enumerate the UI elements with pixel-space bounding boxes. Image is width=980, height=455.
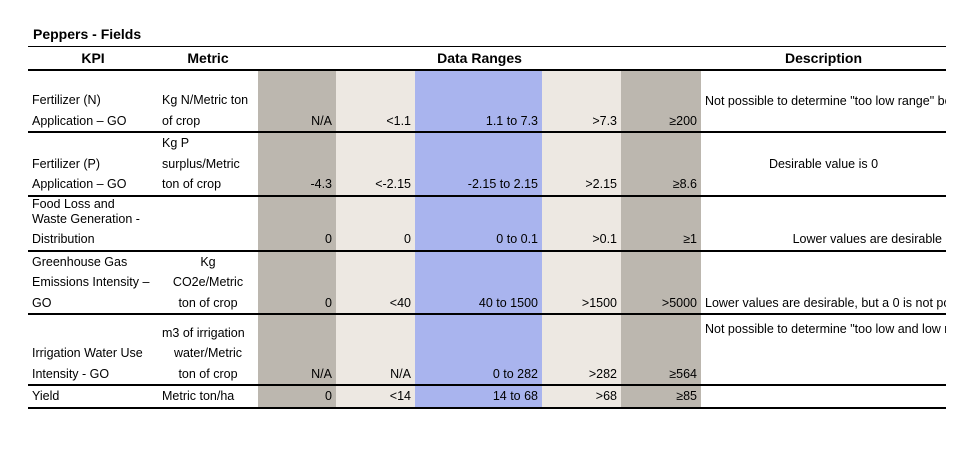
kpi-line: Irrigation Water Use: [32, 346, 143, 360]
metric-line: Kg P: [162, 136, 190, 150]
table-title: Peppers - Fields: [33, 26, 142, 42]
metric-cell: [158, 196, 258, 251]
range-2-cell: N/A: [336, 314, 415, 385]
description-cell: [701, 385, 946, 408]
range-1-cell: 0: [258, 385, 336, 408]
kpi-cell: Food Loss and Waste Generation - Distrib…: [28, 196, 158, 251]
description-cell: Desirable value is 0: [768, 156, 879, 171]
range-2-cell: <1.1: [336, 70, 415, 132]
metric-cell: Kg N/Metric ton of crop: [158, 70, 258, 132]
header-row: KPI Metric Data Ranges Description: [28, 46, 946, 71]
metric-line: ton of crop: [162, 177, 222, 191]
metric-line: m3 of irrigation: [162, 325, 245, 340]
metric-line: CO2e/Metric: [172, 275, 244, 289]
kpi-line: Emissions Intensity –: [32, 275, 150, 289]
description-cell: Lower values are desirable: [792, 232, 942, 246]
range-1-cell: 0: [258, 250, 336, 314]
kpi-cell: Fertilizer (N) Application – GO: [28, 70, 158, 132]
kpi-line: Application – GO: [32, 113, 127, 128]
table-row: Irrigation Water Use Intensity - GO m3 o…: [28, 314, 946, 385]
metric-cell: Kg CO2e/Metric ton of crop: [158, 251, 258, 315]
range-5-cell: >5000: [621, 250, 701, 314]
metric-line: water/Metric: [173, 346, 243, 360]
header-metric: Metric: [158, 46, 258, 71]
range-3-cell: 0 to 282: [415, 314, 542, 385]
kpi-cell: Fertilizer (P) Application – GO: [28, 132, 158, 196]
range-5-cell: ≥8.6: [621, 132, 701, 196]
range-4-cell: >1500: [542, 250, 621, 314]
range-4-cell: >282: [542, 314, 621, 385]
table-row: Food Loss and Waste Generation - Distrib…: [28, 195, 946, 251]
metric-cell: Metric ton/ha: [158, 385, 258, 408]
range-1-cell: 0: [258, 195, 336, 251]
metric-cell: m3 of irrigation water/Metric ton of cro…: [158, 314, 258, 385]
header-description: Description: [701, 46, 946, 71]
range-2-cell: <-2.15: [336, 132, 415, 196]
table-row: Yield Metric ton/ha 0 <14 14 to 68 >68 ≥…: [28, 385, 946, 408]
kpi-line: Distribution: [32, 232, 95, 246]
kpi-line: Food Loss and: [32, 198, 115, 209]
metric-line: Kg: [200, 254, 216, 269]
range-5-cell: ≥85: [621, 385, 701, 408]
range-4-cell: >2.15: [542, 132, 621, 196]
range-1-cell: N/A: [258, 70, 336, 132]
kpi-table: KPI Metric Data Ranges Description Ferti…: [28, 46, 946, 409]
kpi-line: Intensity - GO: [32, 366, 110, 381]
range-3-cell: 0 to 0.1: [415, 195, 542, 251]
range-4-cell: >68: [542, 385, 621, 408]
kpi-line: Fertilizer (P): [32, 156, 101, 171]
metric-line: Metric ton/ha: [162, 389, 235, 403]
range-3-cell: -2.15 to 2.15: [415, 132, 542, 196]
metric-line: of crop: [162, 113, 201, 128]
range-2-cell: 0: [336, 195, 415, 251]
range-3-cell: 40 to 1500: [415, 250, 542, 314]
range-2-cell: <14: [336, 385, 415, 408]
range-1-cell: N/A: [258, 314, 336, 385]
table-row: Fertilizer (P) Application – GO Kg P sur…: [28, 132, 946, 196]
description-cell: Lower values are desirable, but a 0 is n…: [705, 295, 946, 310]
range-1-cell: -4.3: [258, 132, 336, 196]
description-cell: Not possible to determine "too low range…: [705, 93, 946, 108]
metric-line: Kg N/Metric ton: [162, 93, 249, 107]
table-row: Greenhouse Gas Emissions Intensity – GO …: [28, 250, 946, 315]
range-5-cell: ≥200: [621, 70, 701, 132]
range-4-cell: >0.1: [542, 195, 621, 251]
kpi-line: Application – GO: [32, 177, 127, 191]
kpi-line: Greenhouse Gas: [32, 254, 128, 269]
range-5-cell: ≥564: [621, 314, 701, 385]
kpi-line: GO: [32, 295, 52, 310]
description-cell: Not possible to determine "too low and l…: [705, 322, 946, 336]
metric-line: ton of crop: [178, 366, 238, 381]
kpi-cell: Greenhouse Gas Emissions Intensity – GO: [28, 251, 158, 315]
range-4-cell: >7.3: [542, 70, 621, 132]
kpi-line: Waste Generation -: [32, 211, 140, 226]
kpi-line: Yield: [32, 389, 60, 403]
kpi-line: Fertilizer (N): [32, 93, 101, 107]
kpi-cell: Yield: [28, 385, 158, 408]
range-3-cell: 14 to 68: [415, 385, 542, 408]
kpi-cell: Irrigation Water Use Intensity - GO: [28, 314, 158, 385]
header-kpi: KPI: [28, 46, 158, 71]
metric-line: surplus/Metric: [162, 156, 240, 171]
table-row: Fertilizer (N) Application – GO Kg N/Met…: [28, 70, 946, 132]
range-5-cell: ≥1: [621, 195, 701, 251]
header-data-ranges: Data Ranges: [258, 46, 701, 71]
range-3-cell: 1.1 to 7.3: [415, 70, 542, 132]
metric-line: ton of crop: [178, 295, 238, 310]
range-2-cell: <40: [336, 250, 415, 314]
metric-cell: Kg P surplus/Metric ton of crop: [158, 132, 258, 196]
